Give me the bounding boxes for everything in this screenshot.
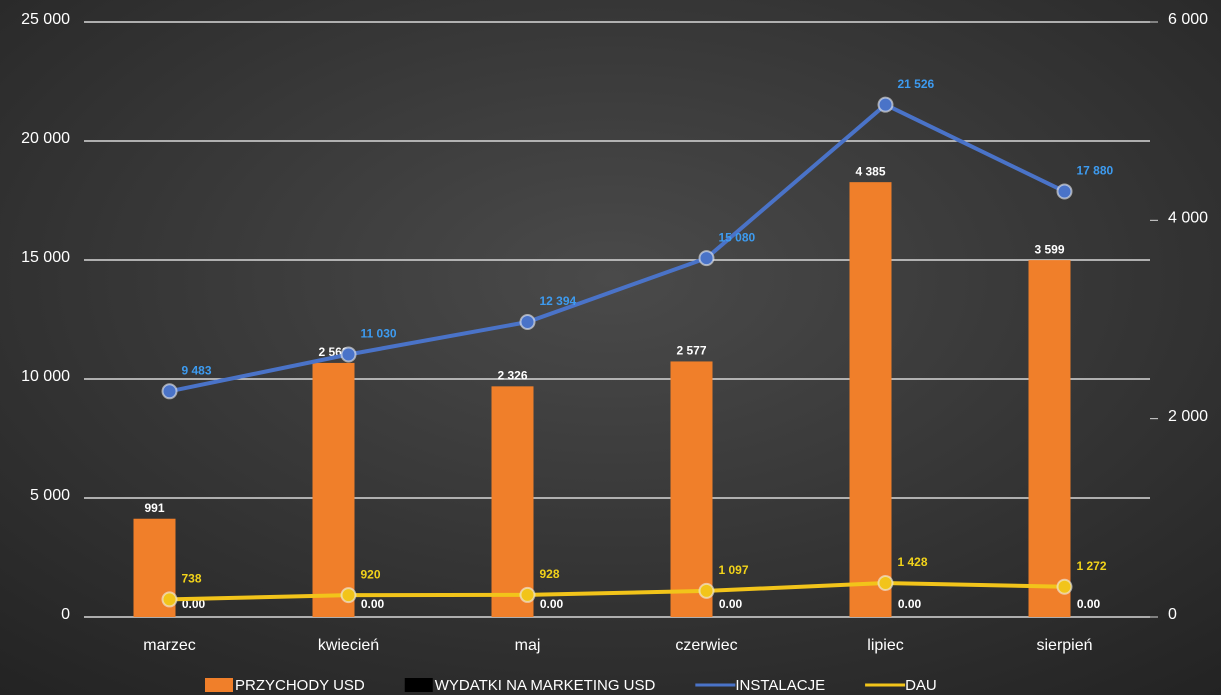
marker — [1058, 184, 1072, 198]
y-tick-label: 0 — [61, 606, 70, 623]
value-label: 920 — [361, 567, 381, 581]
value-label: 738 — [182, 572, 202, 586]
y2-tick-label: 2 000 — [1168, 408, 1208, 425]
marker — [342, 588, 356, 602]
value-label: 21 526 — [898, 77, 935, 91]
y-tick-label: 25 000 — [21, 11, 70, 28]
marker — [521, 315, 535, 329]
x-tick-label: kwiecień — [318, 637, 379, 654]
value-label: 4 385 — [855, 164, 885, 178]
value-label: 1 272 — [1077, 559, 1107, 573]
legend-label: PRZYCHODY USD — [235, 677, 365, 694]
x-tick-label: maj — [515, 637, 541, 654]
legend-label: WYDATKI NA MARKETING USD — [435, 677, 656, 694]
x-tick-label: czerwiec — [675, 637, 737, 654]
value-label: 0.00 — [361, 597, 385, 611]
value-label: 2 577 — [676, 344, 706, 358]
value-label: 991 — [144, 501, 164, 515]
value-label: 1 428 — [898, 555, 928, 569]
marker — [163, 592, 177, 606]
legend-label: INSTALACJE — [735, 677, 825, 694]
chart: 0 5 000 10 000 15 000 20 000 25 000 0 2 000 4 00… — [0, 0, 1221, 695]
y-tick-label: 5 000 — [30, 487, 70, 504]
x-tick-label: sierpień — [1036, 637, 1092, 654]
y-tick-label: 15 000 — [21, 249, 70, 266]
bar — [492, 386, 534, 617]
bar — [313, 363, 355, 617]
marker — [879, 98, 893, 112]
legend-swatch — [405, 678, 433, 692]
marker — [342, 347, 356, 361]
x-tick-label: marzec — [143, 637, 195, 654]
value-label: 1 097 — [719, 563, 749, 577]
x-tick-label: lipiec — [867, 637, 903, 654]
value-label: 17 880 — [1077, 164, 1114, 178]
value-label: 3 599 — [1034, 242, 1064, 256]
y2-tick-label: 4 000 — [1168, 210, 1208, 227]
y2-tick-label: 6 000 — [1168, 11, 1208, 28]
marker — [879, 576, 893, 590]
value-label: 928 — [540, 567, 560, 581]
bar — [1029, 260, 1071, 617]
value-label: 0.00 — [898, 597, 922, 611]
value-label: 0.00 — [540, 597, 564, 611]
marker — [700, 584, 714, 598]
value-label: 0.00 — [1077, 597, 1101, 611]
value-label: 9 483 — [182, 363, 212, 377]
value-label: 0.00 — [719, 597, 743, 611]
value-label: 15 080 — [719, 230, 756, 244]
value-label: 11 030 — [361, 327, 397, 341]
bar — [671, 361, 713, 617]
marker — [1058, 580, 1072, 594]
marker — [163, 384, 177, 398]
y-tick-label: 20 000 — [21, 130, 70, 147]
marker — [700, 251, 714, 265]
y2-tick-label: 0 — [1168, 606, 1177, 623]
bar — [850, 182, 892, 617]
value-label: 2 326 — [497, 369, 527, 383]
value-label: 12 394 — [540, 294, 577, 308]
legend-label: DAU — [905, 677, 937, 694]
marker — [521, 588, 535, 602]
legend-swatch — [205, 678, 233, 692]
y-tick-label: 10 000 — [21, 368, 70, 385]
